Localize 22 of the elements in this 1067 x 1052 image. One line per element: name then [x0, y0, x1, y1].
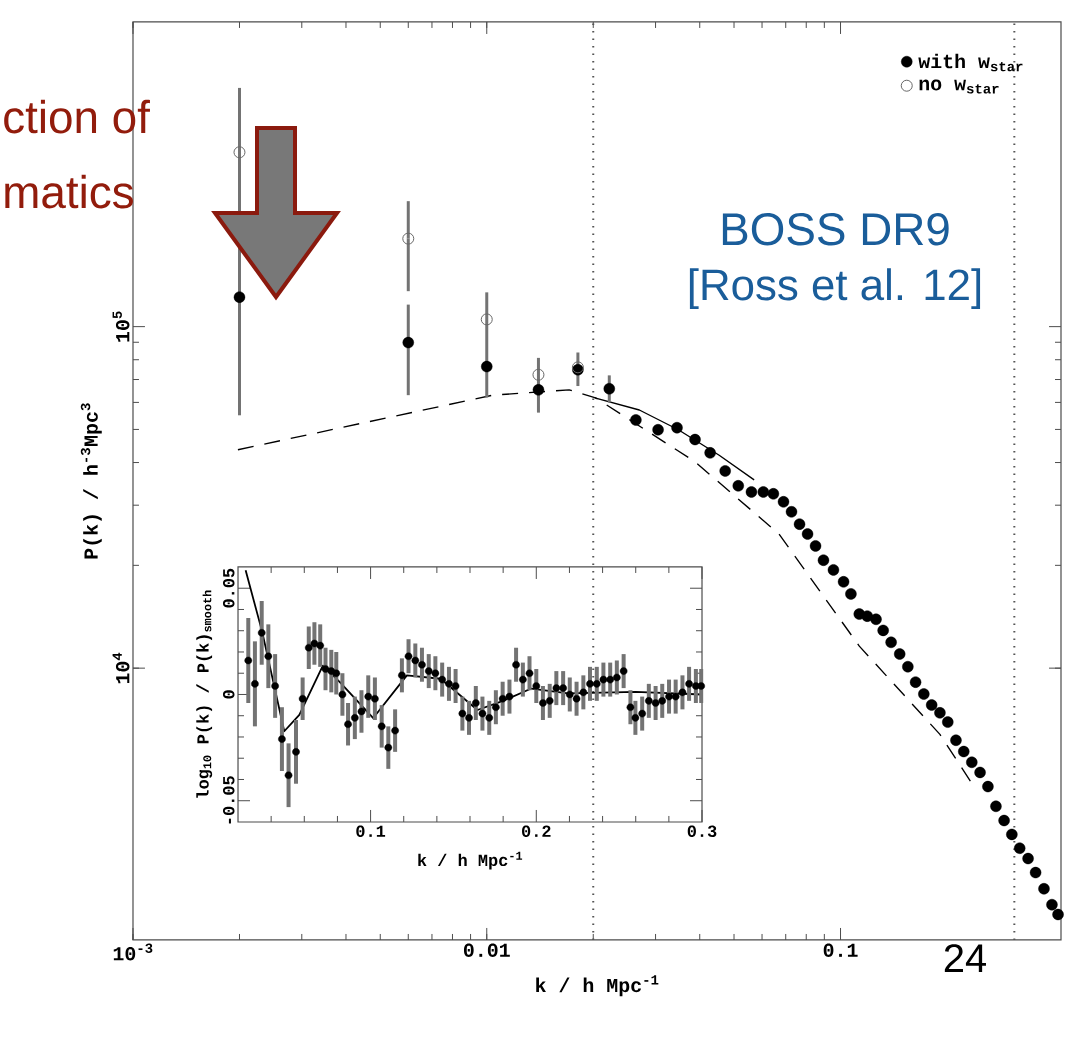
annotation: [Ross et al. 12] [689, 268, 981, 310]
x-tick-label: 0.01 [463, 943, 510, 958]
text: 24 [944, 944, 986, 972]
x-axis-title: k / h Mpc$^{-1}$ [536, 975, 659, 997]
x-tick-label: 0.2 [522, 825, 551, 837]
x-axis-title: k / h Mpc$^{-1}$ [418, 851, 523, 870]
x-tick-label: 0.1 [356, 825, 386, 837]
x-tick-label: 0.3 [687, 825, 717, 838]
y-tick-label: 10$^{5}$ [112, 311, 130, 342]
y-axis-title: P(k) / h$^{-3}$Mpc$^{3}$ [80, 403, 102, 559]
legend-label: with w$_{star}$ [918, 53, 1023, 72]
text: matics [5, 174, 133, 209]
y-tick-label: 0.05 [223, 568, 235, 608]
x-tick-label: 0.1 [823, 943, 858, 958]
annotation: BOSS DR9 [722, 212, 949, 246]
y-tick-label: 10$^{4}$ [112, 652, 130, 684]
legend-label: no w$_{star}$ [919, 79, 999, 94]
annotation: ction of [4, 99, 150, 134]
y-tick-label: 0 [223, 690, 235, 699]
y-tick-label: -0.05 [223, 776, 235, 824]
x-tick-label: 10$^{-3}$ [113, 943, 153, 961]
y-axis-title: log$_{10}$ P(k) / P(k)$_{smooth}$ [196, 590, 213, 798]
